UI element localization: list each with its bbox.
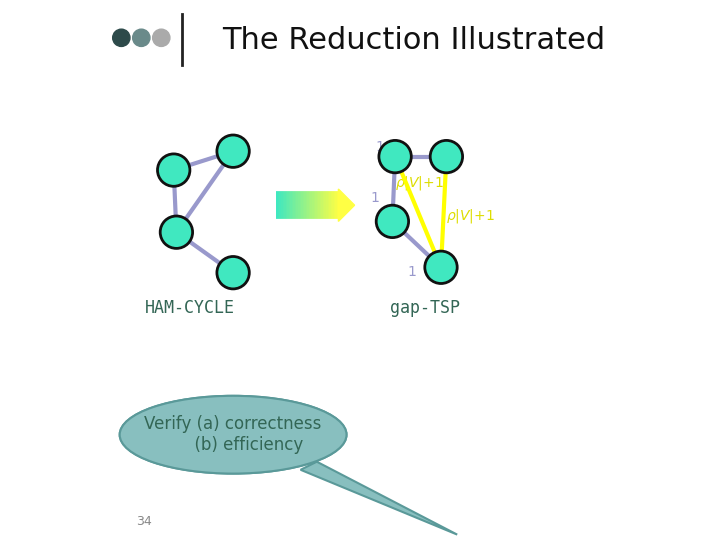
Circle shape bbox=[153, 29, 170, 46]
Text: 1: 1 bbox=[371, 191, 379, 205]
Ellipse shape bbox=[120, 396, 346, 474]
Circle shape bbox=[112, 29, 130, 46]
Text: gap-TSP: gap-TSP bbox=[390, 299, 460, 317]
Text: $\rho|V|{+}1$: $\rho|V|{+}1$ bbox=[446, 207, 495, 225]
Text: 1: 1 bbox=[375, 140, 384, 154]
Circle shape bbox=[161, 216, 193, 248]
Circle shape bbox=[132, 29, 150, 46]
Text: The Reduction Illustrated: The Reduction Illustrated bbox=[222, 26, 606, 55]
Circle shape bbox=[379, 140, 411, 173]
Text: HAM-CYCLE: HAM-CYCLE bbox=[145, 299, 235, 317]
Circle shape bbox=[425, 251, 457, 284]
Polygon shape bbox=[301, 462, 457, 535]
Circle shape bbox=[431, 140, 463, 173]
Text: 34: 34 bbox=[136, 515, 152, 528]
Circle shape bbox=[217, 135, 249, 167]
Circle shape bbox=[217, 256, 249, 289]
Text: $\rho|V|{+}1$: $\rho|V|{+}1$ bbox=[395, 173, 444, 192]
Circle shape bbox=[377, 205, 409, 238]
Text: 1: 1 bbox=[408, 265, 416, 279]
Ellipse shape bbox=[120, 396, 346, 474]
Circle shape bbox=[158, 154, 190, 186]
Text: Verify (a) correctness
      (b) efficiency: Verify (a) correctness (b) efficiency bbox=[145, 415, 322, 454]
Polygon shape bbox=[338, 189, 355, 221]
